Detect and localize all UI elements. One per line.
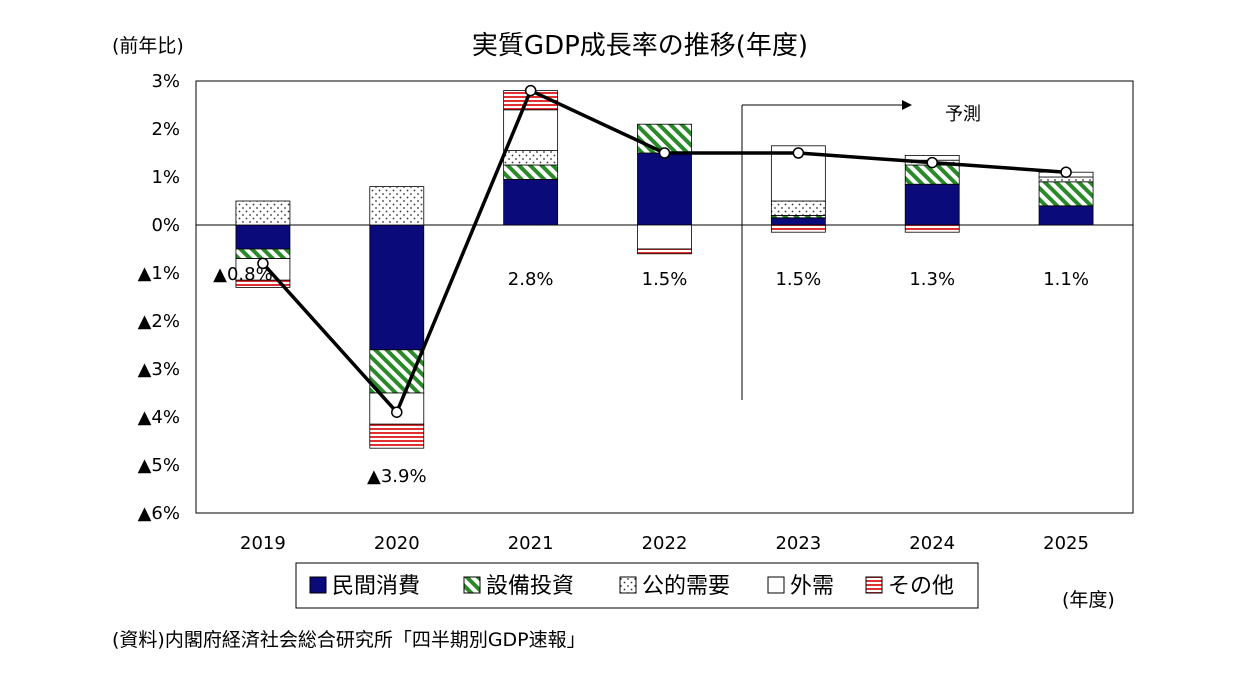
legend-swatch [463,576,481,594]
forecast-marker: 予測 [741,100,981,400]
legend-label: 公的需要 [642,574,730,599]
bar-segment [235,200,291,226]
data-label: 1.1% [1043,269,1089,290]
x-unit-label: (年度) [1062,589,1115,611]
bar-segment [235,224,291,250]
bar-segment [770,200,826,216]
bar-segment [369,224,425,351]
bar-segment [637,224,692,250]
plot-area [195,80,1134,514]
data-label: 2.8% [508,269,554,290]
bar-segment [770,224,826,233]
legend-label: 設備投資 [486,574,574,599]
y-tick-label: ▲6% [138,503,180,524]
bar-segment [770,217,826,226]
bars-group [235,90,1094,449]
total-point [391,406,403,418]
bar-segment [637,152,692,226]
total-point [257,257,269,270]
data-label: ▲3.9% [367,466,427,487]
bar-segment [369,349,425,394]
bar-segment [1038,205,1094,226]
y-tick-label: ▲3% [138,359,180,380]
total-point [1060,166,1072,178]
bar-segment [369,186,425,226]
source-note: (資料)内閣府経済社会総合研究所「四半期別GDP速報」 [112,629,586,651]
y-unit-label: (前年比) [112,35,184,57]
bar-segment [1038,181,1094,207]
total-point [524,84,537,97]
bar-segment [503,109,559,152]
x-tick-label: 2024 [909,533,955,554]
x-axis: 2019 2020 2021 2022 2023 2024 2025 [240,533,1089,554]
y-tick-label: 0% [151,215,180,236]
y-tick-label: 2% [151,119,180,140]
data-label: ▲0.8% [213,264,273,285]
total-point [792,147,805,159]
legend-label: 外需 [790,574,834,599]
y-tick-label: ▲1% [138,263,180,284]
bar-segment [503,178,559,226]
data-label: 1.5% [775,269,821,290]
legend-label: 民間消費 [332,574,420,599]
bar-segment [369,392,425,425]
bar-segment [904,224,960,233]
bar-segment [235,279,291,288]
legend-swatch [309,576,327,594]
bar-segment [637,248,692,255]
y-tick-label: ▲4% [138,407,180,428]
data-label: 1.3% [909,269,955,290]
y-tick-label: ▲5% [138,455,180,476]
bar-segment [503,164,559,180]
legend-swatch [619,576,637,594]
bar-segment [503,150,559,166]
total-line-group [257,84,1072,418]
legend-swatch [767,576,785,594]
legend: 民間消費 設備投資 公的需要 外需 その他 [295,562,979,609]
forecast-label: 予測 [945,104,981,125]
x-tick-label: 2019 [240,533,286,554]
x-tick-label: 2025 [1043,533,1089,554]
legend-label: その他 [888,574,954,599]
x-tick-label: 2023 [775,533,821,554]
total-point [658,147,671,159]
y-tick-label: ▲2% [138,311,180,332]
data-labels: ▲0.8% ▲3.9% 2.8% 1.5% 1.5% 1.3% 1.1% [213,264,1089,487]
chart-title: 実質GDP成長率の推移(年度) [472,31,808,61]
y-axis: 3% 2% 1% 0% ▲1% ▲2% ▲3% ▲4% ▲5% ▲6% [138,71,180,524]
bar-segment [369,423,425,449]
legend-swatch [865,576,883,594]
x-tick-label: 2020 [374,533,420,554]
data-label: 1.5% [642,269,688,290]
bar-segment [904,183,960,226]
y-tick-label: 3% [151,71,180,92]
x-tick-label: 2021 [508,533,554,554]
total-point [926,156,938,169]
y-tick-label: 1% [151,167,180,188]
bar-segment [235,248,291,260]
x-tick-label: 2022 [642,533,688,554]
